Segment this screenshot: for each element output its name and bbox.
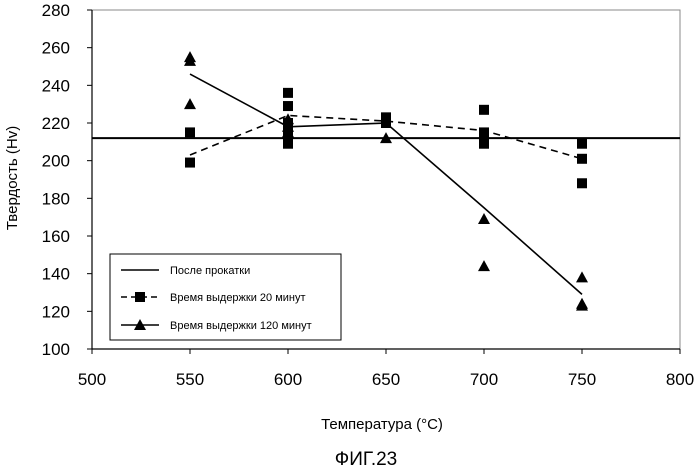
x-tick-label: 700	[470, 370, 498, 389]
figure-label: ФИГ.23	[335, 449, 397, 470]
series-20min-point	[283, 101, 293, 111]
legend-square-marker	[135, 292, 145, 302]
x-tick-label: 800	[666, 370, 694, 389]
y-axis-title: Твердость (Hv)	[4, 126, 21, 230]
y-tick-label: 200	[42, 152, 70, 171]
y-tick-label: 120	[42, 302, 70, 321]
y-tick-label: 260	[42, 39, 70, 58]
legend-label-120min: Время выдержки 120 минут	[170, 320, 312, 332]
series-120min-point	[184, 98, 196, 109]
y-tick-label: 240	[42, 76, 70, 95]
series-20min-point	[185, 158, 195, 168]
x-tick-label: 500	[78, 370, 106, 389]
series-120min-point	[576, 300, 588, 311]
y-tick-label: 280	[42, 1, 70, 20]
y-tick-label: 100	[42, 340, 70, 359]
series-20min-point	[577, 139, 587, 149]
y-tick-label: 220	[42, 114, 70, 133]
x-tick-label: 750	[568, 370, 596, 389]
y-tick-label: 180	[42, 189, 70, 208]
series-20min-point	[577, 154, 587, 164]
series-20min-point	[185, 127, 195, 137]
series-20min-point	[577, 178, 587, 188]
legend-label-20min: Время выдержки 20 минут	[170, 292, 306, 304]
series-20min-point	[283, 88, 293, 98]
x-tick-label: 600	[274, 370, 302, 389]
series-120min-point	[478, 213, 490, 224]
legend-label-after-rolling: После прокатки	[170, 265, 250, 277]
y-tick-label: 140	[42, 265, 70, 284]
x-tick-label: 650	[372, 370, 400, 389]
y-tick-label: 160	[42, 227, 70, 246]
series-20min-point	[479, 139, 489, 149]
legend: После прокатки Время выдержки 20 минут В…	[110, 254, 341, 340]
series-120min-point	[576, 271, 588, 282]
series-120min-point	[478, 260, 490, 271]
series-20min-point	[479, 105, 489, 115]
x-tick-label: 550	[176, 370, 204, 389]
series-20min-point	[283, 139, 293, 149]
x-axis-title: Температура (°C)	[321, 416, 443, 433]
